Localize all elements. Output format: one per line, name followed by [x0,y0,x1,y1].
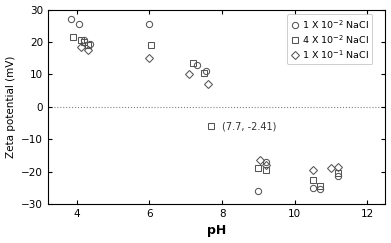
4 X 10$^{-2}$ NaCl [256,167,261,170]
1 X 10$^{-2}$ NaCl [318,188,323,191]
1 X 10$^{-2}$ NaCl [76,23,81,26]
4 X 10$^{-2}$ NaCl [202,71,206,74]
1 X 10$^{-2}$ NaCl [336,175,341,178]
4 X 10$^{-2}$ NaCl [191,61,196,64]
Line: 1 X 10$^{-2}$ NaCl: 1 X 10$^{-2}$ NaCl [68,16,341,194]
1 X 10$^{-1}$ NaCl [205,83,210,86]
4 X 10$^{-2}$ NaCl [78,39,83,42]
Line: 1 X 10$^{-1}$ NaCl: 1 X 10$^{-1}$ NaCl [77,44,341,173]
1 X 10$^{-2}$ NaCl [147,23,152,26]
X-axis label: pH: pH [207,225,226,237]
1 X 10$^{-1}$ NaCl [187,73,192,76]
1 X 10$^{-1}$ NaCl [310,169,315,172]
1 X 10$^{-2}$ NaCl [82,39,86,42]
1 X 10$^{-2}$ NaCl [194,63,199,66]
4 X 10$^{-2}$ NaCl [310,178,315,181]
4 X 10$^{-2}$ NaCl [82,41,86,43]
1 X 10$^{-2}$ NaCl [203,70,208,73]
1 X 10$^{-1}$ NaCl [258,159,262,162]
4 X 10$^{-2}$ NaCl [149,44,154,47]
Line: 4 X 10$^{-2}$ NaCl: 4 X 10$^{-2}$ NaCl [70,34,341,189]
1 X 10$^{-2}$ NaCl [87,42,92,45]
4 X 10$^{-2}$ NaCl [318,185,323,188]
Legend: 1 X 10$^{-2}$ NaCl, 4 X 10$^{-2}$ NaCl, 1 X 10$^{-1}$ NaCl: 1 X 10$^{-2}$ NaCl, 4 X 10$^{-2}$ NaCl, … [287,14,373,64]
4 X 10$^{-2}$ NaCl [209,125,213,128]
1 X 10$^{-2}$ NaCl [263,160,268,163]
4 X 10$^{-2}$ NaCl [336,172,341,175]
Text: (7.7, -2.41): (7.7, -2.41) [222,122,276,131]
1 X 10$^{-1}$ NaCl [336,165,341,168]
Y-axis label: Zeta potential (mV): Zeta potential (mV) [5,56,16,158]
4 X 10$^{-2}$ NaCl [85,44,90,47]
1 X 10$^{-1}$ NaCl [78,45,83,48]
4 X 10$^{-2}$ NaCl [71,36,75,39]
1 X 10$^{-2}$ NaCl [310,186,315,189]
1 X 10$^{-1}$ NaCl [329,167,334,170]
1 X 10$^{-1}$ NaCl [263,164,268,167]
1 X 10$^{-2}$ NaCl [69,18,74,21]
1 X 10$^{-1}$ NaCl [85,49,90,52]
1 X 10$^{-1}$ NaCl [147,57,152,60]
4 X 10$^{-2}$ NaCl [263,169,268,172]
1 X 10$^{-2}$ NaCl [256,190,261,192]
